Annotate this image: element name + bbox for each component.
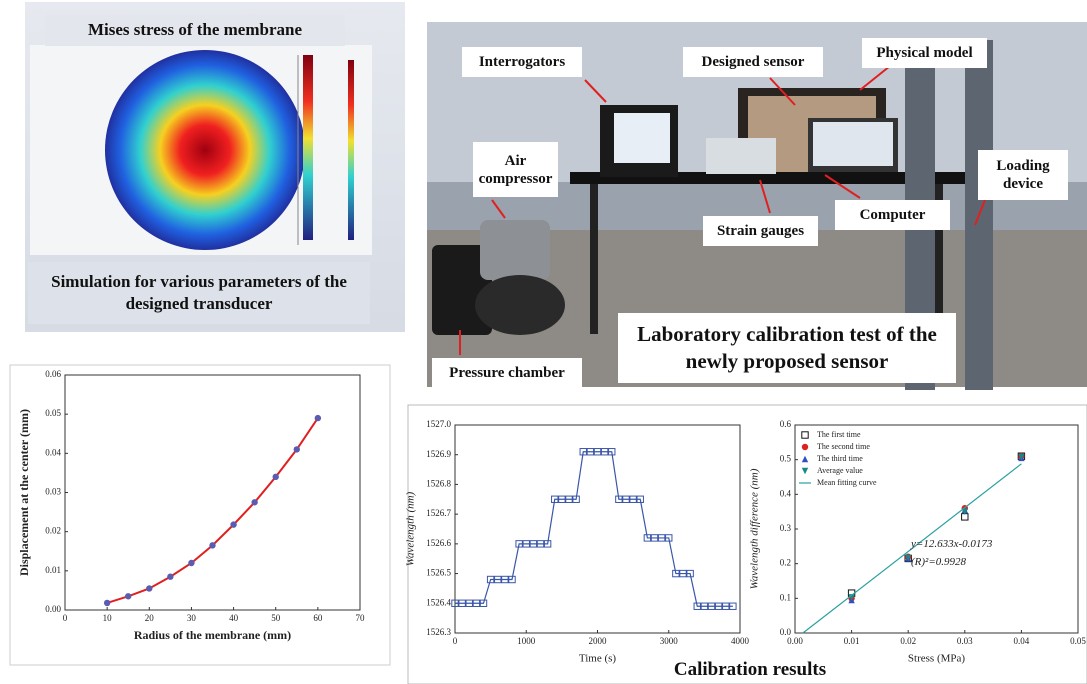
y-tick-label: 1526.6 <box>426 538 451 548</box>
marker <box>188 560 194 566</box>
photo-label: Computer <box>835 200 950 230</box>
x-tick-label: 0.02 <box>900 636 916 646</box>
photo-label: Interrogators <box>462 47 582 77</box>
annotation: y=12.633x-0.0173 <box>910 538 993 550</box>
x-tick-label: 60 <box>313 613 323 623</box>
y-tick-label: 0.05 <box>45 408 61 418</box>
y-tick-label: 0.5 <box>780 454 792 464</box>
y-tick-label: 0.00 <box>45 604 61 614</box>
y-tick-label: 0.3 <box>780 523 792 533</box>
y-tick-label: 0.4 <box>780 488 792 498</box>
marker <box>125 593 131 599</box>
y-tick-label: 1526.5 <box>426 568 451 578</box>
y-tick-label: 0.2 <box>780 558 791 568</box>
x-tick-label: 0 <box>453 636 458 646</box>
calibration-caption: Calibration results <box>620 658 880 682</box>
x-tick-label: 3000 <box>660 636 679 646</box>
x-tick-label: 0.04 <box>1014 636 1030 646</box>
y-tick-label: 1526.7 <box>426 508 451 518</box>
x-axis-title: Time (s) <box>579 653 617 665</box>
marker <box>251 499 257 505</box>
x-tick-label: 0 <box>63 613 68 623</box>
x-tick-label: 0.03 <box>957 636 973 646</box>
x-tick-label: 40 <box>229 613 239 623</box>
x-tick-label: 0.00 <box>787 636 803 646</box>
y-axis-title: Wavelength difference (nm) <box>749 468 761 589</box>
sim-caption: Simulation for various parameters of the… <box>28 262 370 324</box>
y-tick-label: 0.04 <box>45 447 61 457</box>
marker <box>104 600 110 606</box>
y-tick-label: 0.06 <box>45 369 61 379</box>
y-axis-title: Displacement at the center (mm) <box>17 409 31 576</box>
legend-label: Mean fitting curve <box>817 478 877 487</box>
x-tick-label: 4000 <box>731 636 750 646</box>
marker <box>315 415 321 421</box>
colorbar <box>348 60 354 240</box>
figure: 0102030405060700.000.010.020.030.040.050… <box>0 0 1087 684</box>
legend-swatch <box>802 444 808 450</box>
x-tick-label: 70 <box>356 613 366 623</box>
legend-label: The first time <box>817 430 861 439</box>
y-tick-label: 1527.0 <box>426 419 451 429</box>
photo-label: Physical model <box>862 38 987 68</box>
plot-frame <box>65 375 360 610</box>
annotation: (R)²=0.9928 <box>911 556 967 568</box>
y-tick-label: 1526.3 <box>426 627 451 637</box>
legend-label: Average value <box>817 466 863 475</box>
x-tick-label: 1000 <box>517 636 536 646</box>
plot-frame <box>455 425 740 633</box>
y-tick-label: 0.1 <box>780 592 791 602</box>
y-tick-label: 0.01 <box>45 565 61 575</box>
legend-label: The second time <box>817 442 870 451</box>
y-tick-label: 1526.8 <box>426 478 451 488</box>
marker <box>230 521 236 527</box>
photo-label: Pressure chamber <box>432 358 582 388</box>
y-tick-label: 1526.9 <box>426 449 451 459</box>
photo-label: Strain gauges <box>703 216 818 246</box>
x-tick-label: 50 <box>271 613 281 623</box>
legend-label: The third time <box>817 454 863 463</box>
x-tick-label: 0.05 <box>1070 636 1086 646</box>
photo-label: Air compressor <box>473 142 558 197</box>
marker <box>167 574 173 580</box>
marker <box>273 474 279 480</box>
y-axis-title: Wavelength (nm) <box>405 491 417 566</box>
y-tick-label: 0.6 <box>780 419 792 429</box>
x-tick-label: 20 <box>145 613 155 623</box>
y-tick-label: 0.02 <box>45 526 61 536</box>
x-axis-title: Radius of the membrane (mm) <box>134 628 291 642</box>
marker <box>209 542 215 548</box>
x-tick-label: 2000 <box>589 636 608 646</box>
y-tick-label: 0.0 <box>780 627 792 637</box>
y-tick-label: 1526.4 <box>426 597 451 607</box>
marker <box>294 446 300 452</box>
marker <box>146 585 152 591</box>
x-tick-label: 30 <box>187 613 197 623</box>
x-tick-label: 10 <box>103 613 113 623</box>
x-tick-label: 0.01 <box>844 636 860 646</box>
y-tick-label: 0.03 <box>45 487 61 497</box>
stress-disk <box>105 50 305 250</box>
photo-label: Loading device <box>978 150 1068 200</box>
photo-label: Designed sensor <box>683 47 823 77</box>
photo-caption: Laboratory calibration test of the newly… <box>618 313 956 383</box>
x-axis-title: Stress (MPa) <box>908 653 965 665</box>
sim-title: Mises stress of the membrane <box>45 14 345 46</box>
colorbar <box>303 55 313 240</box>
